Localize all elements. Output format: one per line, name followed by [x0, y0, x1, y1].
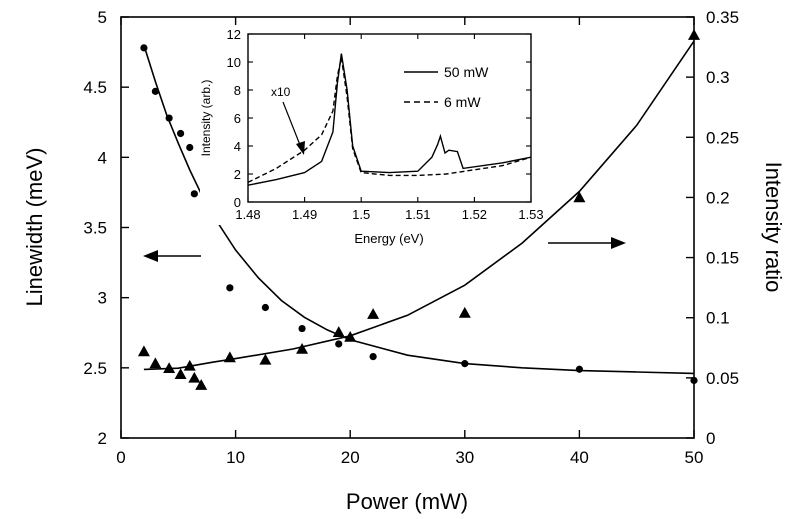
linewidth-fit-curve: [143, 44, 695, 375]
y-tick-label: 4: [98, 148, 107, 167]
intensity-ratio-data-point: [174, 368, 187, 380]
linewidth-data-point: [335, 340, 343, 348]
linewidth-data-point: [186, 143, 194, 152]
x-tick-label: 10: [226, 448, 245, 467]
main-x-axis-title: Power (mW): [346, 489, 468, 514]
linewidth-data-point: [190, 190, 198, 198]
intensity-ratio-data-point: [183, 359, 196, 371]
y2-tick-label: 0.15: [706, 249, 739, 268]
inset-y-tick-label: 10: [227, 55, 241, 70]
x-tick-label: 0: [116, 448, 125, 467]
legend-label-50mw: 50 mW: [444, 64, 489, 80]
linewidth-data-point: [369, 353, 377, 361]
x-tick-label: 50: [685, 448, 704, 467]
inset-x-tick-label: 1.53: [518, 207, 543, 222]
y2-tick-label: 0.3: [706, 68, 730, 87]
linewidth-data-point: [140, 44, 148, 52]
inset-spectra: [247, 53, 532, 186]
y2-tick-label: 0.25: [706, 128, 739, 147]
intensity-ratio-data-point: [163, 362, 176, 374]
spectrum-50mw-line: [247, 53, 532, 186]
linewidth-data-point: [461, 360, 469, 368]
inset-y-tick-label: 0: [234, 195, 241, 210]
inset-y-tick-label: 8: [234, 83, 241, 98]
linewidth-data-point: [165, 114, 173, 122]
linewidth-data-point: [690, 376, 698, 385]
intensity-ratio-data-point: [188, 371, 201, 383]
intensity-ratio-data-point: [149, 357, 162, 369]
spectrum-6mw-line: [247, 57, 532, 184]
linewidth-data-point: [298, 324, 306, 333]
y2-tick-label: 0.1: [706, 309, 730, 328]
inset-x-tick-label: 1.51: [405, 207, 430, 222]
y-tick-label: 3: [98, 289, 107, 308]
inset-annotation-arrow: [282, 101, 305, 155]
inset-legend: 50 mW 6 mW: [404, 64, 489, 110]
inset-background: [200, 30, 540, 225]
inset-x-tick-label: 1.5: [352, 207, 370, 222]
main-right-axis-title: Intensity ratio: [761, 162, 786, 293]
intensity-ratio-data-point: [296, 342, 309, 354]
linewidth-data-point: [226, 284, 234, 292]
inset-y-tick-label: 6: [234, 111, 241, 126]
inset-x-tick-label: 1.49: [292, 207, 317, 222]
inset-y-axis-title: Intensity (arb.): [199, 80, 213, 157]
x-tick-label: 40: [570, 448, 589, 467]
inset-axis-ticks: 1.48 1.49 1.5 1.51 1.52 1.53 0 2 4 6 8 10 12: [227, 27, 544, 222]
intensity-ratio-data-point: [195, 379, 208, 390]
linewidth-data-point: [575, 365, 584, 373]
inset-x-axis-title: Energy (eV): [354, 231, 423, 246]
y2-tick-label: 0: [706, 429, 715, 448]
y-tick-label: 3.5: [83, 219, 107, 238]
intensity-ratio-fit-curve: [143, 40, 695, 371]
y-tick-label: 2.5: [83, 359, 107, 378]
inset-scale-annotation: x10: [271, 85, 291, 99]
linewidth-data-point: [176, 129, 185, 138]
linewidth-data-point: [261, 303, 269, 312]
y2-tick-label: 0.35: [706, 8, 739, 27]
x-tick-label: 20: [341, 448, 360, 467]
inset-x-tick-label: 1.48: [235, 207, 260, 222]
inset-y-tick-label: 4: [234, 139, 241, 154]
intensity-ratio-data-point: [223, 351, 236, 363]
intensity-ratio-data-point: [344, 330, 357, 342]
left-axis-arrow: [143, 250, 201, 262]
y-tick-label: 5: [98, 8, 107, 27]
inset-x-tick-label: 1.52: [462, 207, 487, 222]
main-axis-ticks: 0 10 20 30 40 5022.533.544.5500.050.10.150.20…: [83, 8, 739, 467]
intensity-ratio-data-point: [367, 308, 380, 319]
intensity-ratio-data-point: [332, 326, 345, 337]
x-tick-label: 30: [455, 448, 474, 467]
y2-tick-label: 0.2: [706, 188, 730, 207]
right-axis-arrow: [548, 237, 626, 249]
legend-label-6mw: 6 mW: [444, 94, 481, 110]
main-data-points: [137, 29, 700, 390]
intensity-ratio-data-point: [137, 345, 150, 357]
y-tick-label: 2: [98, 429, 107, 448]
intensity-ratio-data-point: [688, 29, 700, 40]
linewidth-data-point: [151, 87, 159, 95]
inset-y-tick-label: 2: [234, 167, 241, 182]
y2-tick-label: 0.05: [706, 369, 739, 388]
intensity-ratio-data-point: [458, 306, 471, 318]
intensity-ratio-data-point: [573, 191, 586, 203]
y-tick-label: 4.5: [83, 78, 107, 97]
main-fit-curves: [143, 40, 695, 375]
intensity-ratio-data-point: [259, 353, 272, 365]
inset-y-tick-label: 12: [227, 27, 241, 42]
main-left-axis-title: Linewidth (meV): [22, 148, 47, 307]
